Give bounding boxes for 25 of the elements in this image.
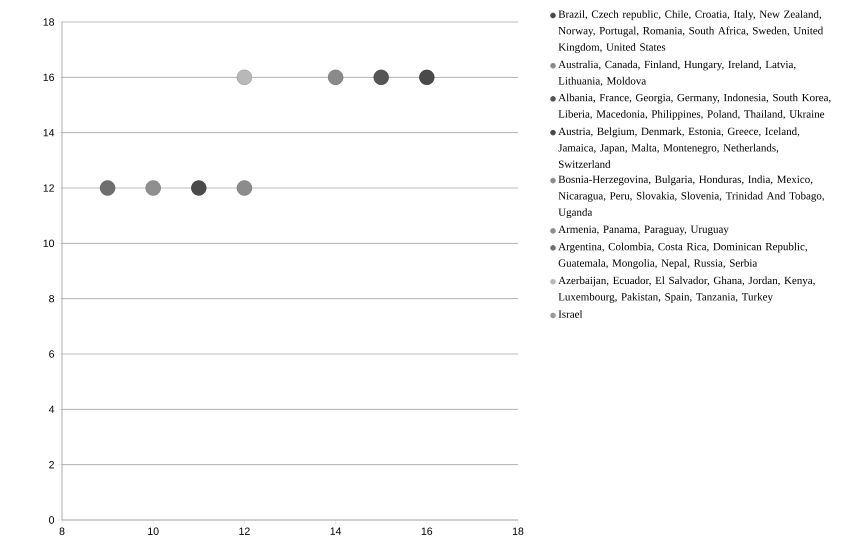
y-tick-label: 6 xyxy=(49,350,54,358)
x-tick-label: 8 xyxy=(60,528,64,535)
legend-label: Albania, France, Georgia, Germany, Indonesia, South Korea, Liberia, Macedonia, Philippines, Poland, Thailand, Ukraine xyxy=(558,94,830,120)
legend-label: Israel xyxy=(558,310,582,318)
y-tick-label: 18 xyxy=(44,18,54,26)
x-tick-label: 10 xyxy=(148,528,159,535)
y-tick-label: 16 xyxy=(44,74,54,82)
x-tick-label: 18 xyxy=(512,528,524,535)
y-tick-label: 2 xyxy=(49,461,54,468)
legend-label: Brazil, Czech republic, Chile, Croatia, Italy, New Zealand, Norway, Portugal, Romania, South Africa, Sweden, United Kingdom, United States xyxy=(558,10,824,54)
x-tick-label: 14 xyxy=(330,528,342,535)
x-tick-label: 16 xyxy=(422,528,432,535)
legend-label: Bosnia-Herzegovina, Bulgaria, Honduras, India, Mexico, Nicaragua, Peru, Slovakia, Slovenia, Trinidad And Tobago, Uganda xyxy=(558,175,824,218)
legend-label: Austria, Belgium, Denmark, Estonia, Greece, Iceland, Jamaica, Japan, Malta, Montenegro, Netherlands, Switzerland xyxy=(558,127,800,168)
y-tick-label: 8 xyxy=(49,294,54,302)
legend-label: Armenia, Panama, Paraguay, Uruguay xyxy=(558,226,729,236)
y-tick-label: 10 xyxy=(44,240,54,248)
x-tick-label: 12 xyxy=(239,528,250,535)
y-tick-label: 4 xyxy=(48,406,54,413)
legend-label: Argentina, Colombia, Costa Rica, Dominican Republic, Guatemala, Mongolia, Nepal, Russia, Serbia xyxy=(558,242,807,269)
legend-label: Australia, Canada, Finland, Hungary, Ireland, Latvia, Lithuania, Moldova xyxy=(558,60,796,86)
legend-label: Azerbaijan, Ecuador, El Salvador, Ghana, Jordan, Kenya, Luxembourg, Pakistan, Spain, Tanzania, Turkey xyxy=(558,276,815,303)
y-tick-label: 12 xyxy=(44,184,54,192)
y-tick-label: 0 xyxy=(49,516,54,524)
y-tick-label: 14 xyxy=(44,129,54,136)
